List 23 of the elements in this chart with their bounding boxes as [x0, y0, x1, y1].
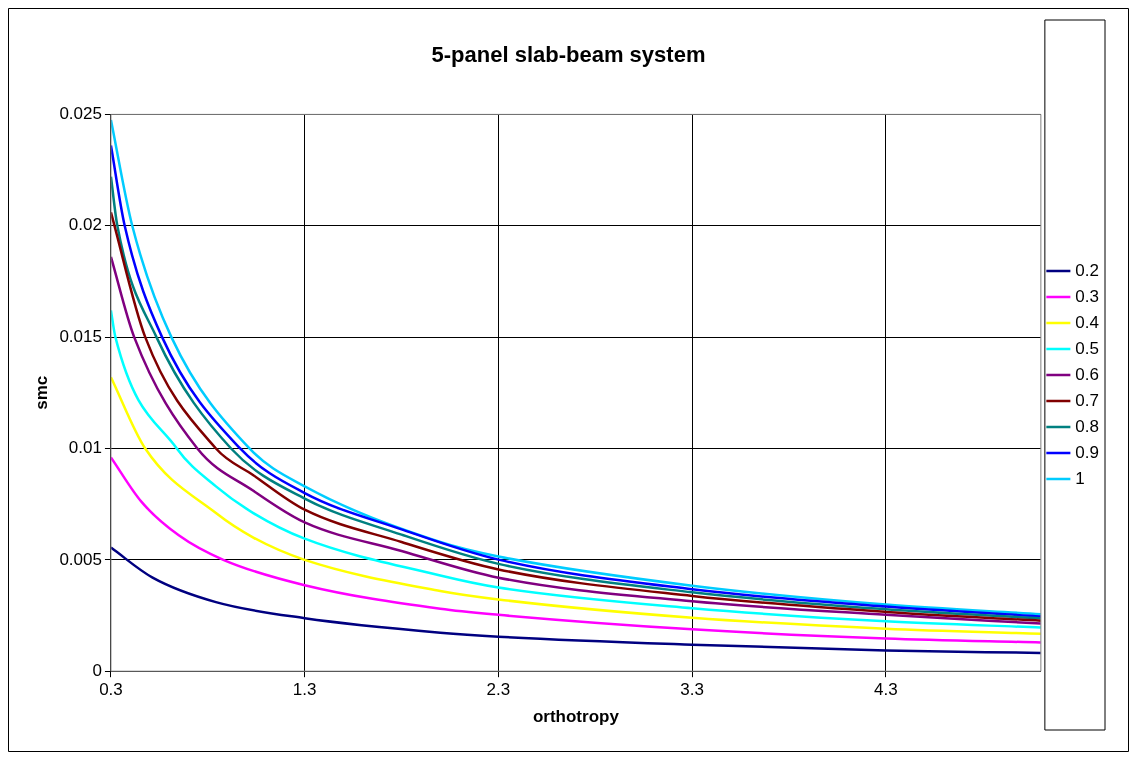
legend-label: 0.3 — [1075, 286, 1100, 306]
chart-title: 5-panel slab-beam system — [431, 42, 706, 68]
legend-label: 0.8 — [1075, 416, 1100, 436]
legend-label: 0.2 — [1075, 260, 1100, 280]
y-tick-label: 0 — [92, 660, 102, 680]
legend-label: 0.4 — [1075, 312, 1100, 332]
x-tick-label: 1.3 — [292, 680, 317, 700]
y-tick-label: 0.015 — [59, 326, 102, 346]
y-tick-label: 0.005 — [59, 549, 102, 569]
legend-label: 0.6 — [1075, 364, 1100, 384]
x-tick-label: 3.3 — [680, 680, 704, 700]
y-axis-title: smc — [31, 375, 51, 410]
x-tick-label: 4.3 — [874, 680, 898, 700]
legend-label: 0.9 — [1075, 442, 1100, 462]
y-tick-label: 0.01 — [68, 438, 102, 458]
legend-label: 1 — [1075, 468, 1085, 488]
y-tick-label: 0.025 — [59, 104, 102, 124]
x-axis-title: orthotropy — [532, 707, 620, 727]
legend-label: 0.5 — [1075, 338, 1100, 358]
y-tick-label: 0.02 — [68, 215, 102, 235]
x-tick-label: 0.3 — [99, 680, 123, 700]
legend-label: 0.7 — [1075, 390, 1100, 410]
x-tick-label: 2.3 — [486, 680, 511, 700]
